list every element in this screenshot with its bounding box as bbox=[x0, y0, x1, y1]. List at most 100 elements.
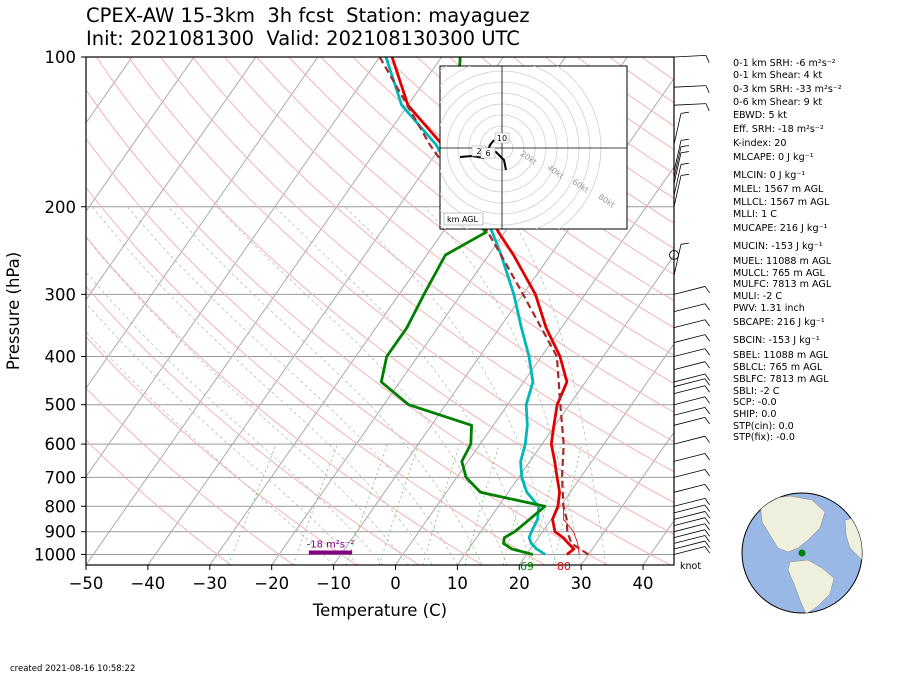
index-line: K-index: 20 bbox=[733, 138, 787, 149]
wind-barb bbox=[673, 286, 706, 295]
index-line: MULCL: 765 m AGL bbox=[733, 268, 825, 279]
index-line: MUCIN: -153 J kg⁻¹ bbox=[733, 241, 823, 252]
hodograph-frame bbox=[439, 65, 628, 230]
isotherm bbox=[456, 254, 674, 565]
y-axis-label: Pressure (hPa) bbox=[4, 252, 23, 370]
moist-adiabat bbox=[504, 206, 607, 565]
wind-barb bbox=[673, 175, 682, 207]
x-axis-label: Temperature (C) bbox=[312, 601, 447, 620]
chart-title-line1: CPEX-AW 15-3km 3h fcst Station: mayaguez bbox=[86, 4, 530, 27]
index-line: MLLI: 1 C bbox=[733, 209, 777, 220]
wind-barb bbox=[673, 146, 682, 178]
index-line: 0-1 km SRH: -6 m²s⁻² bbox=[733, 58, 836, 69]
index-line: MUCAPE: 216 J kg⁻¹ bbox=[733, 223, 828, 234]
index-line: PWV: 1.31 inch bbox=[733, 303, 805, 314]
wind-barb bbox=[673, 529, 706, 539]
wind-barb-flag bbox=[704, 453, 710, 461]
dry-adiabat bbox=[86, 285, 420, 565]
index-line: 0-3 km SRH: -33 m²s⁻² bbox=[733, 84, 842, 95]
wind-barb bbox=[673, 164, 682, 196]
dry-adiabat bbox=[86, 387, 294, 565]
wind-barb bbox=[673, 152, 682, 185]
index-line: MUEL: 11088 m AGL bbox=[733, 256, 832, 267]
dry-adiabat bbox=[352, 57, 674, 302]
isotherm bbox=[518, 343, 674, 565]
mixing-ratio-line bbox=[553, 443, 583, 565]
wind-barb bbox=[673, 55, 706, 58]
wind-barb bbox=[673, 303, 706, 313]
surface-dewpoint-label: 69 bbox=[520, 560, 534, 573]
wind-barb bbox=[673, 504, 706, 514]
wind-barb-flag bbox=[680, 173, 689, 176]
x-tick-label: 40 bbox=[633, 574, 654, 593]
virtual-temp-line bbox=[563, 506, 580, 555]
moist-adiabat bbox=[216, 206, 508, 565]
index-line: MULFC: 7813 m AGL bbox=[733, 279, 832, 290]
x-tick-label: −40 bbox=[130, 574, 165, 593]
wind-barb bbox=[673, 385, 706, 395]
index-line: MLEL: 1567 m AGL bbox=[733, 184, 824, 195]
y-tick-label: 500 bbox=[45, 396, 77, 415]
index-line: MLCAPE: 0 J kg⁻¹ bbox=[733, 152, 814, 163]
x-tick-label: −20 bbox=[254, 574, 289, 593]
wind-barb-flag bbox=[704, 498, 710, 506]
dry-adiabat bbox=[224, 57, 674, 413]
y-tick-label: 900 bbox=[45, 523, 77, 542]
wind-barb bbox=[673, 140, 682, 172]
index-line: SCP: -0.0 bbox=[733, 397, 777, 408]
dry-adiabat bbox=[86, 235, 483, 565]
isotherm bbox=[395, 166, 674, 565]
isotherm bbox=[86, 57, 257, 301]
wind-barb-flag bbox=[680, 145, 689, 148]
wind-barb bbox=[673, 334, 706, 343]
wind-barb bbox=[673, 244, 682, 276]
wind-barb-flag bbox=[680, 242, 689, 245]
wind-barb bbox=[673, 113, 682, 145]
y-tick-label: 1000 bbox=[34, 545, 76, 564]
wind-barb-flag bbox=[704, 378, 710, 386]
dry-adiabat bbox=[86, 137, 608, 565]
wind-barb bbox=[673, 85, 706, 88]
moist-adiabat bbox=[344, 206, 557, 565]
wind-barb-flag bbox=[704, 385, 710, 393]
moist-adiabat bbox=[168, 206, 483, 565]
wind-barb bbox=[673, 453, 706, 462]
hodograph-height-label: 2 bbox=[476, 147, 481, 156]
mixing-ratio-line bbox=[292, 443, 338, 565]
wind-barb-flag bbox=[705, 55, 710, 63]
index-line: 0-1 km Shear: 4 kt bbox=[733, 70, 823, 81]
plot-frame bbox=[85, 56, 675, 566]
index-line: 0-6 km Shear: 9 kt bbox=[733, 97, 823, 108]
globe-south-america bbox=[787, 559, 835, 613]
dry-adiabat bbox=[86, 88, 671, 565]
dry-adiabat bbox=[128, 57, 674, 504]
dry-adiabat bbox=[256, 57, 674, 384]
x-tick-label: −30 bbox=[192, 574, 227, 593]
dry-adiabat bbox=[86, 186, 545, 565]
surface-temp-label: 80 bbox=[557, 560, 571, 573]
dry-adiabat bbox=[95, 57, 674, 535]
wind-barb-flag bbox=[680, 151, 689, 154]
hodograph-units-label: km AGL bbox=[447, 215, 479, 224]
wind-barb-flag bbox=[704, 348, 710, 356]
wind-barb-flag bbox=[704, 517, 710, 525]
dry-adiabat bbox=[86, 439, 232, 565]
index-line: MULI: -2 C bbox=[733, 291, 783, 302]
x-tick-label: 0 bbox=[390, 574, 401, 593]
globe-north-america bbox=[759, 495, 826, 553]
x-tick-label: 20 bbox=[509, 574, 530, 593]
wind-barb-flag bbox=[680, 111, 689, 114]
x-tick-label: −10 bbox=[316, 574, 351, 593]
chart-title-line2: Init: 2021081300 Valid: 202108130300 UTC bbox=[86, 27, 520, 50]
moist-adiabat bbox=[86, 302, 359, 565]
wind-barb-flag bbox=[705, 103, 710, 112]
index-line: SBCIN: -153 J kg⁻¹ bbox=[733, 335, 820, 346]
wind-barb-flag bbox=[704, 540, 710, 548]
hodograph-height-box bbox=[494, 132, 510, 144]
wind-barb bbox=[673, 535, 706, 544]
wind-barb bbox=[673, 523, 706, 533]
index-line: SBLCL: 765 m AGL bbox=[733, 362, 823, 373]
wind-barb bbox=[673, 517, 706, 526]
wind-barb bbox=[673, 484, 706, 493]
wind-barb bbox=[673, 406, 706, 416]
